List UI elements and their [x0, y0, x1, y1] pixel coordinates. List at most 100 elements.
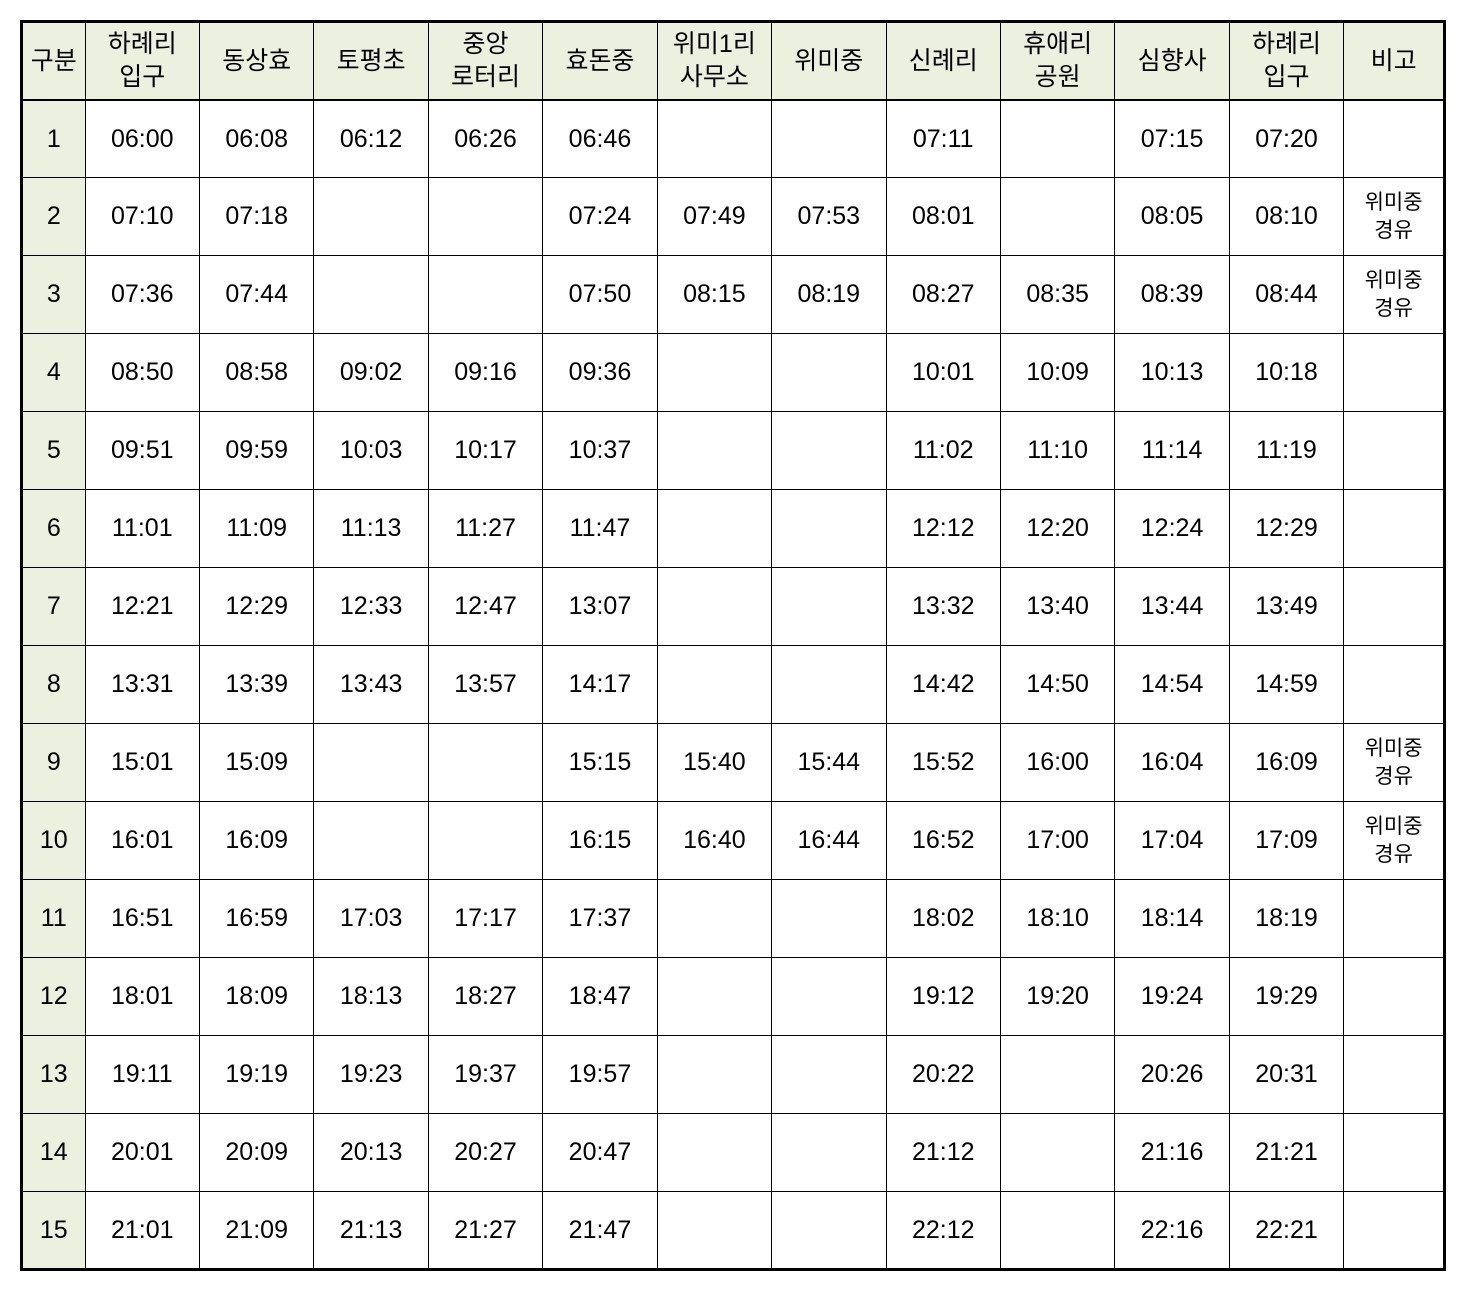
row-note: 위미중경유: [1344, 256, 1445, 334]
row-number: 12: [22, 958, 86, 1036]
time-cell: 19:24: [1115, 958, 1229, 1036]
time-cell: 11:01: [85, 490, 199, 568]
time-cell: [657, 490, 771, 568]
time-cell: [772, 1114, 886, 1192]
time-cell: 15:44: [772, 724, 886, 802]
time-cell: [1000, 1114, 1114, 1192]
time-cell: 18:02: [886, 880, 1000, 958]
row-number: 2: [22, 178, 86, 256]
time-cell: [772, 880, 886, 958]
col-header-stop: 동상효: [199, 22, 313, 100]
table-row: 611:0111:0911:1311:2711:4712:1212:2012:2…: [22, 490, 1445, 568]
time-cell: 11:10: [1000, 412, 1114, 490]
time-cell: 17:17: [428, 880, 542, 958]
time-cell: 13:32: [886, 568, 1000, 646]
time-cell: 07:11: [886, 100, 1000, 178]
time-cell: 16:59: [199, 880, 313, 958]
time-cell: 08:10: [1229, 178, 1343, 256]
time-cell: 21:27: [428, 1192, 542, 1270]
time-cell: 11:13: [314, 490, 428, 568]
row-number: 15: [22, 1192, 86, 1270]
time-cell: 18:10: [1000, 880, 1114, 958]
time-cell: 16:00: [1000, 724, 1114, 802]
time-cell: 20:22: [886, 1036, 1000, 1114]
time-cell: 21:09: [199, 1192, 313, 1270]
time-cell: 21:13: [314, 1192, 428, 1270]
table-row: 307:3607:4407:5008:1508:1908:2708:3508:3…: [22, 256, 1445, 334]
time-cell: [314, 802, 428, 880]
time-cell: 22:16: [1115, 1192, 1229, 1270]
time-cell: [657, 412, 771, 490]
time-cell: 07:53: [772, 178, 886, 256]
time-cell: 21:12: [886, 1114, 1000, 1192]
time-cell: 10:09: [1000, 334, 1114, 412]
time-cell: 22:12: [886, 1192, 1000, 1270]
col-header-stop: 위미중: [772, 22, 886, 100]
time-cell: 13:44: [1115, 568, 1229, 646]
time-cell: 12:29: [199, 568, 313, 646]
time-cell: 09:16: [428, 334, 542, 412]
time-cell: 22:21: [1229, 1192, 1343, 1270]
time-cell: 20:09: [199, 1114, 313, 1192]
time-cell: 17:37: [543, 880, 657, 958]
time-cell: 08:44: [1229, 256, 1343, 334]
time-cell: 12:29: [1229, 490, 1343, 568]
time-cell: [657, 334, 771, 412]
time-cell: 17:00: [1000, 802, 1114, 880]
time-cell: 13:07: [543, 568, 657, 646]
col-header-stop: 중앙로터리: [428, 22, 542, 100]
table-row: 408:5008:5809:0209:1609:3610:0110:0910:1…: [22, 334, 1445, 412]
time-cell: 07:36: [85, 256, 199, 334]
row-number: 4: [22, 334, 86, 412]
row-number: 13: [22, 1036, 86, 1114]
time-cell: 09:59: [199, 412, 313, 490]
time-cell: 13:49: [1229, 568, 1343, 646]
col-header-stop: 휴애리공원: [1000, 22, 1114, 100]
time-cell: 08:35: [1000, 256, 1114, 334]
time-cell: 20:13: [314, 1114, 428, 1192]
time-cell: [657, 880, 771, 958]
row-note: [1344, 1036, 1445, 1114]
col-header-stop: 하례리입구: [85, 22, 199, 100]
time-cell: 09:36: [543, 334, 657, 412]
time-cell: 12:21: [85, 568, 199, 646]
time-cell: [657, 100, 771, 178]
table-row: 1420:0120:0920:1320:2720:4721:1221:1621:…: [22, 1114, 1445, 1192]
time-cell: 17:04: [1115, 802, 1229, 880]
row-note: 위미중경유: [1344, 178, 1445, 256]
time-cell: 06:12: [314, 100, 428, 178]
row-number: 7: [22, 568, 86, 646]
time-cell: 13:39: [199, 646, 313, 724]
row-note: [1344, 412, 1445, 490]
time-cell: [428, 724, 542, 802]
time-cell: 16:09: [1229, 724, 1343, 802]
time-cell: 15:52: [886, 724, 1000, 802]
row-note: [1344, 958, 1445, 1036]
time-cell: 20:26: [1115, 1036, 1229, 1114]
time-cell: 17:09: [1229, 802, 1343, 880]
row-number: 9: [22, 724, 86, 802]
time-cell: 08:27: [886, 256, 1000, 334]
time-cell: 12:24: [1115, 490, 1229, 568]
time-cell: 15:40: [657, 724, 771, 802]
time-cell: 08:01: [886, 178, 1000, 256]
time-cell: 19:57: [543, 1036, 657, 1114]
table-row: 1521:0121:0921:1321:2721:4722:1222:1622:…: [22, 1192, 1445, 1270]
time-cell: 16:15: [543, 802, 657, 880]
time-cell: 16:40: [657, 802, 771, 880]
time-cell: [1000, 1192, 1114, 1270]
time-cell: 06:00: [85, 100, 199, 178]
row-note: [1344, 334, 1445, 412]
time-cell: 21:47: [543, 1192, 657, 1270]
time-cell: 07:20: [1229, 100, 1343, 178]
col-header-num: 구분: [22, 22, 86, 100]
time-cell: 11:02: [886, 412, 1000, 490]
time-cell: [428, 802, 542, 880]
col-header-stop: 효돈중: [543, 22, 657, 100]
time-cell: 20:27: [428, 1114, 542, 1192]
time-cell: 13:43: [314, 646, 428, 724]
time-cell: 10:01: [886, 334, 1000, 412]
time-cell: 06:26: [428, 100, 542, 178]
row-note: [1344, 1192, 1445, 1270]
time-cell: [657, 1114, 771, 1192]
